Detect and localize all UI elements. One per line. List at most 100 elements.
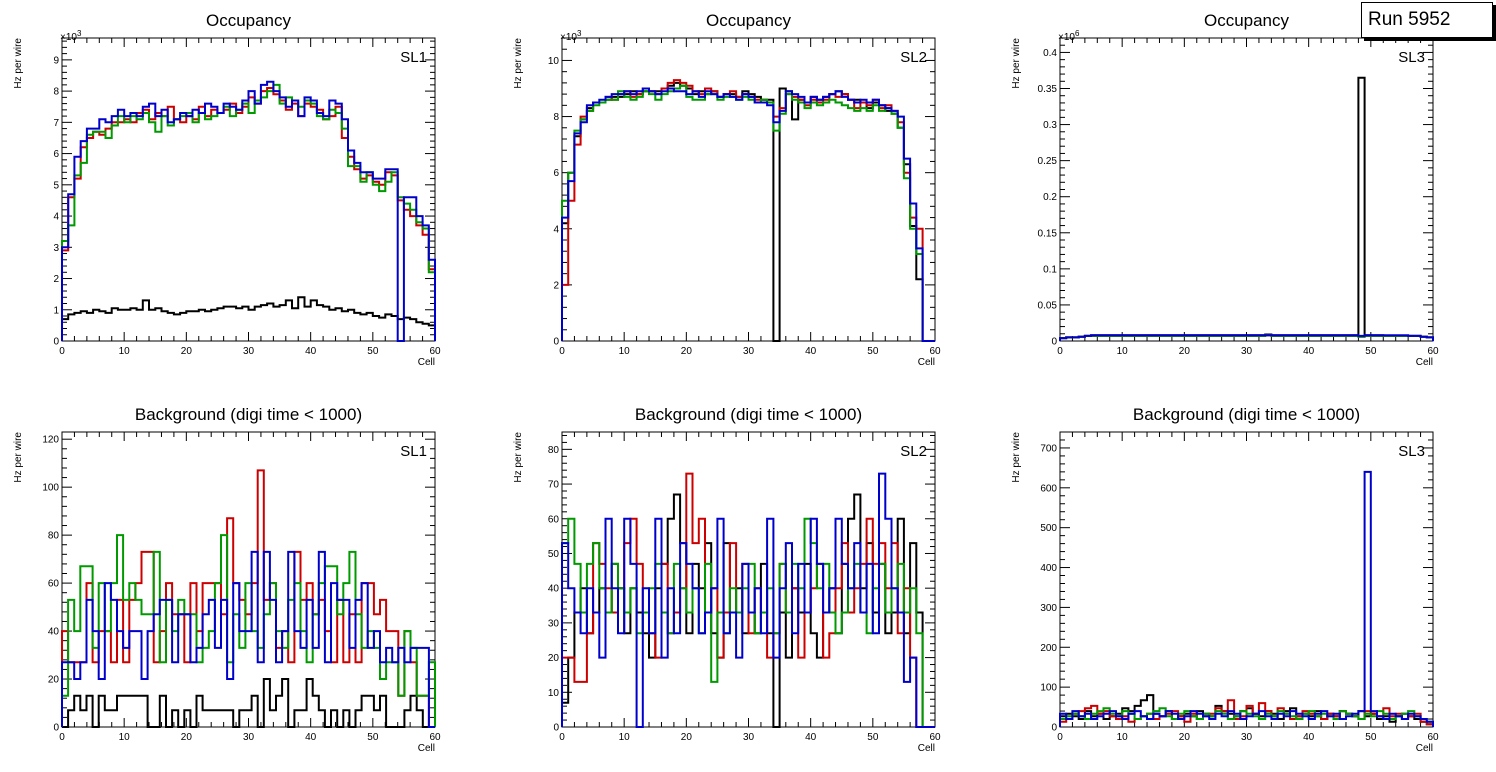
x-tick-label: 60 <box>429 732 441 743</box>
x-tick-label: 10 <box>119 732 131 743</box>
y-tick-label: 60 <box>48 579 60 590</box>
y-tick-label: 700 <box>1040 443 1057 454</box>
x-tick-label: 40 <box>305 346 317 357</box>
y-tick-label: 300 <box>1040 603 1057 614</box>
y-tick-label: 40 <box>548 584 560 595</box>
y-axis-label: Hz per wire <box>513 432 524 483</box>
x-tick-label: 0 <box>559 732 565 743</box>
histogram-series-4 <box>61 550 435 728</box>
histogram-series-1 <box>62 678 435 728</box>
x-tick-label: 30 <box>243 346 255 357</box>
panel-3: Occupancy 0 10 20 30 40 50 60 0 0.05 0.1 0.15 0.2 0.2… <box>1011 11 1439 368</box>
y-tick-label: 20 <box>48 675 60 686</box>
histogram-series-3 <box>561 517 935 728</box>
y-tick-label: 100 <box>1040 683 1057 694</box>
histogram-series-4 <box>561 472 935 728</box>
y-tick-label: 4 <box>553 224 559 235</box>
y-tick-label: 0 <box>1051 723 1057 734</box>
y-tick-label: 0.15 <box>1038 228 1058 239</box>
x-tick-label: 40 <box>305 732 317 743</box>
x-tick-label: 60 <box>1427 732 1439 743</box>
x-tick-label: 50 <box>1365 732 1377 743</box>
panel-6: Background (digi time < 1000) 0 10 20 30 40 50… <box>1011 405 1439 754</box>
y-tick-label: 8 <box>53 87 59 98</box>
y-tick-label: 30 <box>548 618 560 629</box>
y-tick-label: 600 <box>1040 483 1057 494</box>
y-tick-label: 8 <box>553 112 559 123</box>
x-tick-label: 40 <box>1303 346 1315 357</box>
y-axis-multiplier: ×106 <box>1058 29 1080 43</box>
y-axis-label: Hz per wire <box>1011 432 1022 483</box>
x-tick-label: 10 <box>619 346 631 357</box>
histogram-series-2 <box>561 79 935 342</box>
histogram-series-1 <box>561 81 935 342</box>
y-axis-label: Hz per wire <box>13 38 24 89</box>
x-tick-label: 50 <box>367 732 379 743</box>
x-tick-label: 30 <box>1241 346 1253 357</box>
y-tick-label: 50 <box>548 549 560 560</box>
x-axis-label: Cell <box>1416 743 1433 754</box>
x-tick-label: 60 <box>429 346 441 357</box>
histogram-series-3 <box>561 84 935 342</box>
chart-title: Occupancy <box>1204 11 1290 30</box>
panel-5: Background (digi time < 1000) 0 10 20 30 40 50… <box>513 405 941 754</box>
x-tick-label: 60 <box>1427 346 1439 357</box>
y-tick-label: 70 <box>548 480 560 491</box>
x-tick-label: 60 <box>929 732 941 743</box>
histogram-series-1 <box>1059 76 1434 341</box>
y-tick-label: 9 <box>53 55 59 66</box>
x-axis-label: Cell <box>418 743 435 754</box>
y-tick-label: 6 <box>53 149 59 160</box>
y-tick-label: 5 <box>53 180 59 191</box>
y-tick-label: 40 <box>48 627 60 638</box>
x-tick-label: 20 <box>1179 346 1191 357</box>
y-tick-label: 7 <box>53 118 59 129</box>
histogram-series-4 <box>561 87 935 342</box>
chart-title: Background (digi time < 1000) <box>135 405 362 424</box>
histogram-series-4 <box>61 80 436 342</box>
x-axis-label: Cell <box>918 743 935 754</box>
panel-1: Occupancy 0 10 20 30 40 50 60 0 1 2 3 4 5 6 7 8 9 Cell Hz p… <box>13 11 441 368</box>
y-tick-label: 0.1 <box>1043 264 1057 275</box>
y-tick-label: 1 <box>53 305 59 316</box>
histogram-series-1 <box>61 296 436 341</box>
x-tick-label: 20 <box>1179 732 1191 743</box>
run-label-box: Run 5952 <box>1361 2 1493 38</box>
chart-title: Occupancy <box>706 11 792 30</box>
y-tick-label: 0 <box>553 337 559 348</box>
histogram-series-3 <box>61 534 436 727</box>
x-tick-label: 20 <box>681 346 693 357</box>
y-tick-label: 80 <box>548 445 560 456</box>
histogram-series-3 <box>61 83 436 341</box>
y-axis-label: Hz per wire <box>13 432 24 483</box>
y-tick-label: 10 <box>548 688 560 699</box>
chart-title: Background (digi time < 1000) <box>635 405 862 424</box>
x-tick-label: 0 <box>559 346 565 357</box>
x-tick-label: 50 <box>367 346 379 357</box>
y-tick-label: 6 <box>553 168 559 179</box>
plot-frame <box>1059 431 1434 728</box>
x-tick-label: 60 <box>929 346 941 357</box>
x-tick-label: 50 <box>1365 346 1377 357</box>
y-tick-label: 0.05 <box>1038 300 1058 311</box>
y-axis-multiplier: ×103 <box>560 29 582 43</box>
superlayer-label: SL2 <box>900 49 927 66</box>
x-tick-label: 20 <box>181 346 193 357</box>
x-tick-label: 30 <box>243 732 255 743</box>
y-tick-label: 2 <box>553 280 559 291</box>
plot-frame <box>1059 37 1434 342</box>
x-tick-label: 10 <box>1117 732 1129 743</box>
histogram-series-4 <box>1059 334 1434 341</box>
y-tick-label: 4 <box>53 212 59 223</box>
x-tick-label: 0 <box>59 732 65 743</box>
x-axis-label: Cell <box>418 357 435 368</box>
chart-title: Background (digi time < 1000) <box>1133 405 1360 424</box>
y-tick-label: 500 <box>1040 523 1057 534</box>
chart-title: Occupancy <box>206 11 292 30</box>
x-tick-label: 30 <box>743 346 755 357</box>
y-tick-label: 0 <box>53 337 59 348</box>
y-tick-label: 0.25 <box>1038 156 1058 167</box>
y-axis-multiplier: ×103 <box>60 29 82 43</box>
x-tick-label: 50 <box>867 346 879 357</box>
